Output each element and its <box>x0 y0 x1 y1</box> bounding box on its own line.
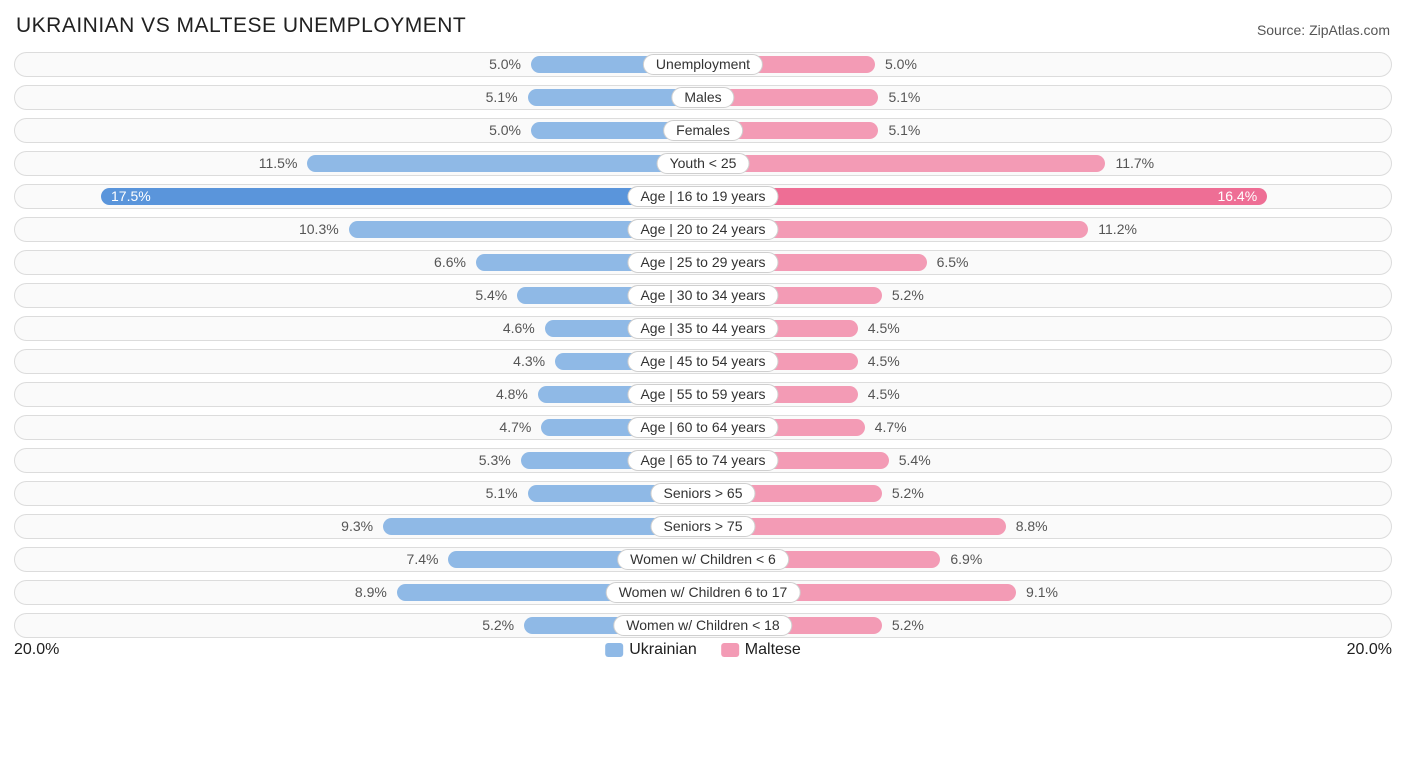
row-label-pill: Age | 60 to 64 years <box>627 417 778 438</box>
row-label-pill: Age | 30 to 34 years <box>627 285 778 306</box>
value-ukrainian: 17.5% <box>101 185 151 210</box>
legend-label-maltese: Maltese <box>745 641 801 658</box>
row-label-pill: Age | 25 to 29 years <box>627 252 778 273</box>
row-track: 7.4% 6.9% Women w/ Children < 6 <box>14 547 1392 572</box>
row-track: 8.9% 9.1% Women w/ Children 6 to 17 <box>14 580 1392 605</box>
row-track: 5.0% 5.1% Females <box>14 118 1392 143</box>
source-prefix: Source: <box>1257 22 1309 38</box>
row-label-pill: Age | 55 to 59 years <box>627 384 778 405</box>
row-track: 11.5% 11.7% Youth < 25 <box>14 151 1392 176</box>
row-track: 5.2% 5.2% Women w/ Children < 18 <box>14 613 1392 638</box>
bar-maltese <box>703 155 1105 172</box>
legend-swatch-ukrainian <box>605 643 623 657</box>
row-label-pill: Women w/ Children < 6 <box>617 549 789 570</box>
row-label-pill: Seniors > 65 <box>651 483 756 504</box>
row-label-pill: Age | 65 to 74 years <box>627 450 778 471</box>
row-track: 17.5% 16.4% Age | 16 to 19 years <box>14 184 1392 209</box>
row-track: 6.6% 6.5% Age | 25 to 29 years <box>14 250 1392 275</box>
value-maltese: 6.9% <box>950 548 982 573</box>
value-maltese: 9.1% <box>1026 581 1058 606</box>
row-track: 5.1% 5.1% Males <box>14 85 1392 110</box>
value-maltese: 4.5% <box>868 350 900 375</box>
row-track: 10.3% 11.2% Age | 20 to 24 years <box>14 217 1392 242</box>
value-maltese: 5.4% <box>899 449 931 474</box>
chart-rows: 5.0% 5.0% Unemployment 5.1% 5.1% Males 5.0% 5.1… <box>14 52 1392 638</box>
row-track: 5.1% 5.2% Seniors > 65 <box>14 481 1392 506</box>
value-ukrainian: 9.3% <box>341 515 373 540</box>
legend: Ukrainian Maltese <box>605 641 801 659</box>
value-ukrainian: 4.8% <box>496 383 528 408</box>
value-maltese: 5.2% <box>892 482 924 507</box>
value-maltese: 4.5% <box>868 317 900 342</box>
source-attribution: Source: ZipAtlas.com <box>1257 22 1390 38</box>
legend-item-maltese: Maltese <box>721 641 801 659</box>
value-ukrainian: 4.3% <box>513 350 545 375</box>
value-maltese: 4.5% <box>868 383 900 408</box>
row-track: 4.7% 4.7% Age | 60 to 64 years <box>14 415 1392 440</box>
bar-maltese <box>703 188 1267 205</box>
value-maltese: 11.7% <box>1115 152 1154 177</box>
source-link[interactable]: ZipAtlas.com <box>1309 22 1390 38</box>
value-maltese: 5.2% <box>892 284 924 309</box>
value-maltese: 16.4% <box>1217 185 1267 210</box>
axis-max-right: 20.0% <box>1322 641 1392 659</box>
row-track: 4.6% 4.5% Age | 35 to 44 years <box>14 316 1392 341</box>
row-label-pill: Females <box>663 120 743 141</box>
value-maltese: 11.2% <box>1098 218 1137 243</box>
legend-label-ukrainian: Ukrainian <box>629 641 697 658</box>
value-ukrainian: 7.4% <box>407 548 439 573</box>
chart-title: UKRAINIAN VS MALTESE UNEMPLOYMENT <box>16 14 466 38</box>
row-label-pill: Age | 45 to 54 years <box>627 351 778 372</box>
row-label-pill: Males <box>671 87 734 108</box>
value-ukrainian: 5.4% <box>475 284 507 309</box>
row-label-pill: Youth < 25 <box>657 153 750 174</box>
row-track: 4.8% 4.5% Age | 55 to 59 years <box>14 382 1392 407</box>
value-maltese: 6.5% <box>937 251 969 276</box>
row-label-pill: Seniors > 75 <box>651 516 756 537</box>
row-track: 5.3% 5.4% Age | 65 to 74 years <box>14 448 1392 473</box>
value-maltese: 5.1% <box>888 86 920 111</box>
value-ukrainian: 4.7% <box>499 416 531 441</box>
value-ukrainian: 8.9% <box>355 581 387 606</box>
row-label-pill: Age | 16 to 19 years <box>627 186 778 207</box>
value-ukrainian: 4.6% <box>503 317 535 342</box>
value-maltese: 4.7% <box>875 416 907 441</box>
row-track: 5.4% 5.2% Age | 30 to 34 years <box>14 283 1392 308</box>
bar-ukrainian <box>307 155 703 172</box>
row-label-pill: Age | 20 to 24 years <box>627 219 778 240</box>
row-track: 5.0% 5.0% Unemployment <box>14 52 1392 77</box>
axis-max-left: 20.0% <box>14 641 84 659</box>
value-maltese: 5.2% <box>892 614 924 639</box>
value-ukrainian: 5.0% <box>489 119 521 144</box>
value-maltese: 8.8% <box>1016 515 1048 540</box>
value-ukrainian: 5.1% <box>486 482 518 507</box>
value-maltese: 5.0% <box>885 53 917 78</box>
legend-item-ukrainian: Ukrainian <box>605 641 697 659</box>
row-label-pill: Unemployment <box>643 54 763 75</box>
row-track: 9.3% 8.8% Seniors > 75 <box>14 514 1392 539</box>
legend-swatch-maltese <box>721 643 739 657</box>
value-ukrainian: 5.0% <box>489 53 521 78</box>
value-ukrainian: 5.1% <box>486 86 518 111</box>
value-ukrainian: 5.2% <box>482 614 514 639</box>
row-label-pill: Age | 35 to 44 years <box>627 318 778 339</box>
value-ukrainian: 6.6% <box>434 251 466 276</box>
value-ukrainian: 11.5% <box>259 152 298 177</box>
bar-ukrainian <box>101 188 703 205</box>
value-maltese: 5.1% <box>888 119 920 144</box>
row-label-pill: Women w/ Children < 18 <box>613 615 792 636</box>
value-ukrainian: 5.3% <box>479 449 511 474</box>
value-ukrainian: 10.3% <box>299 218 339 243</box>
row-label-pill: Women w/ Children 6 to 17 <box>606 582 801 603</box>
row-track: 4.3% 4.5% Age | 45 to 54 years <box>14 349 1392 374</box>
